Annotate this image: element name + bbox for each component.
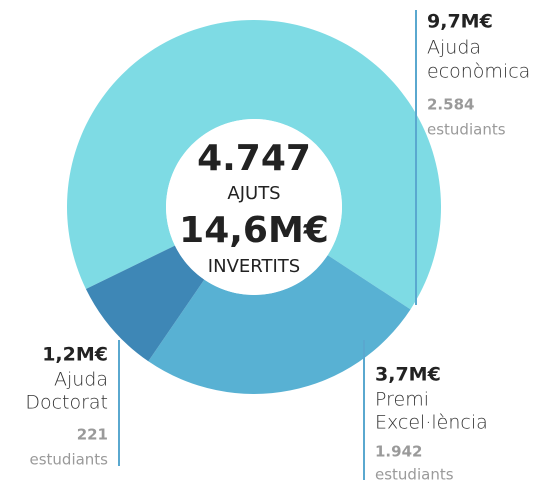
donut-slice xyxy=(85,245,205,362)
students-caption: estudiants xyxy=(375,466,454,482)
center-count: 4.747 xyxy=(197,138,311,179)
center-amount: 14,6M€ xyxy=(179,210,329,251)
donut-slice xyxy=(67,20,441,310)
students-caption: estudiants xyxy=(427,121,506,139)
students-count: 221 xyxy=(77,426,108,444)
donut-hole xyxy=(166,119,342,295)
students-count: 2.584 xyxy=(427,96,474,114)
category-label: econòmica xyxy=(427,61,530,83)
category-label: Ajuda xyxy=(427,37,481,59)
students-caption: estudiants xyxy=(29,451,108,469)
category-label: Ajuda xyxy=(54,369,108,391)
value-label: 1,2M€ xyxy=(42,344,108,366)
students-count: 1.942 xyxy=(375,443,422,461)
value-label: 9,7M€ xyxy=(427,11,493,33)
category-label: Excel·lència xyxy=(375,412,488,434)
donut-slice xyxy=(148,255,411,394)
value-label: 3,7M€ xyxy=(375,364,441,386)
donut xyxy=(67,20,441,394)
category-label: Premi xyxy=(375,389,429,411)
center-caption: INVERTITS xyxy=(208,256,300,277)
center-caption: AJUTS xyxy=(227,183,280,204)
category-label: Doctorat xyxy=(25,392,108,414)
